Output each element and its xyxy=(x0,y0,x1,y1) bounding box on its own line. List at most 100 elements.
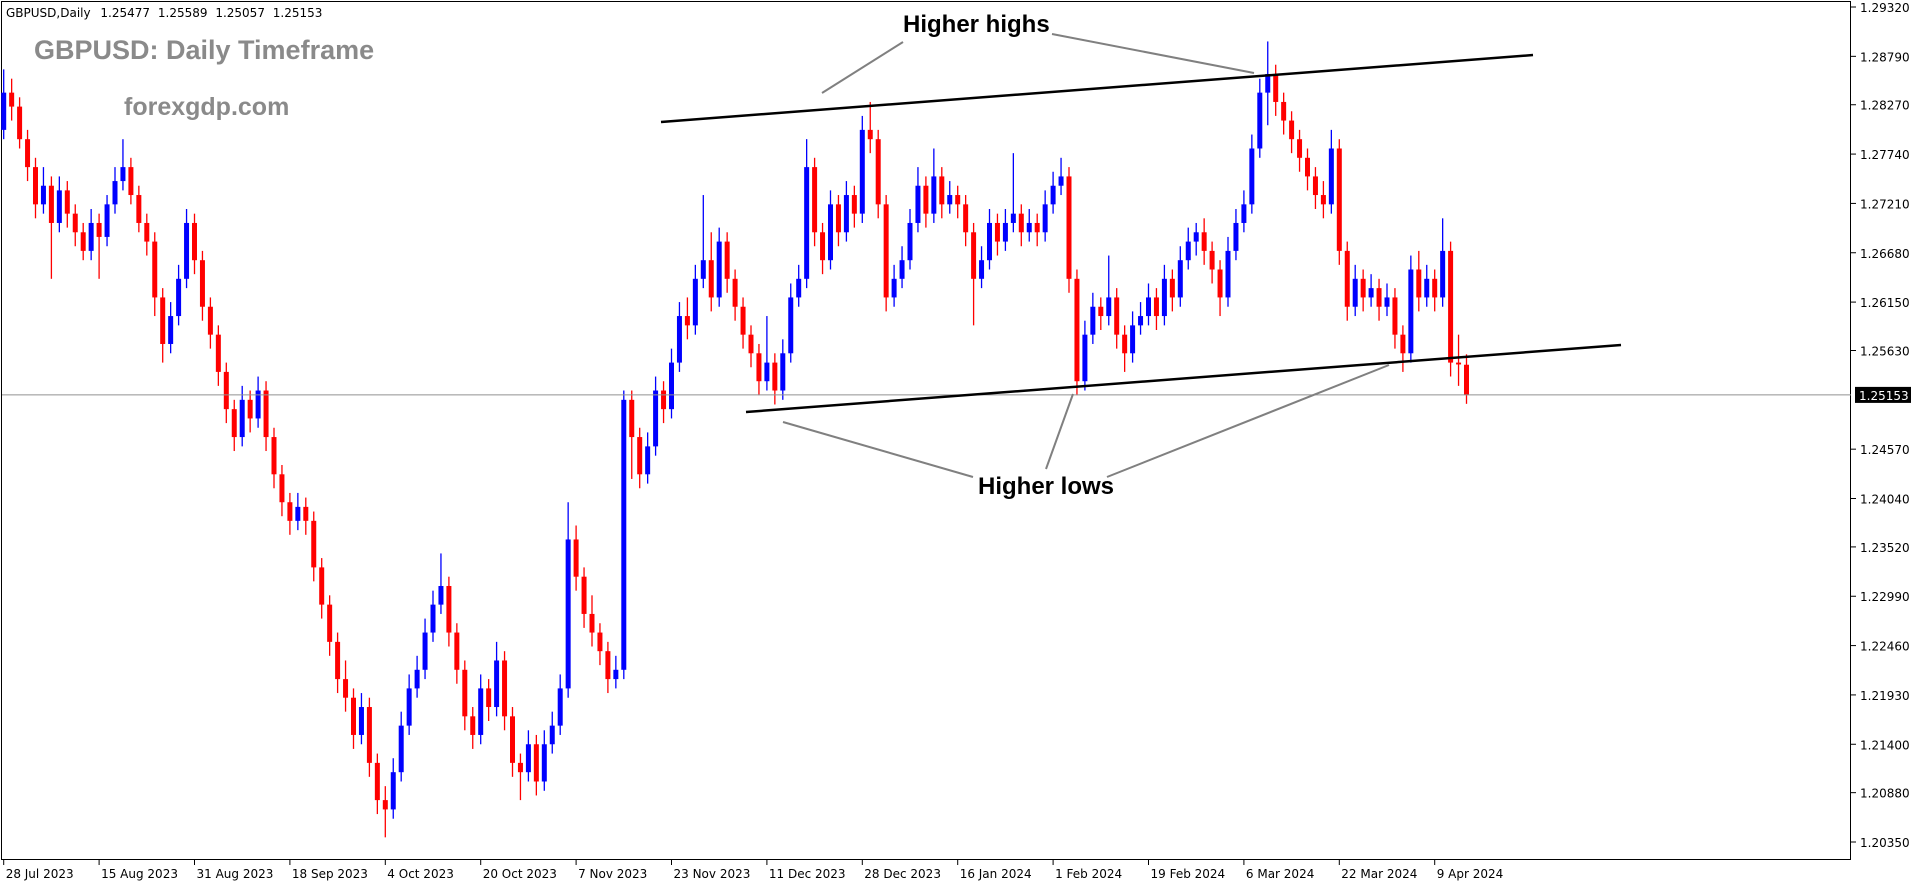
candle-body xyxy=(1066,176,1072,279)
candle-body xyxy=(351,697,356,735)
leader-line xyxy=(1051,33,1255,74)
candle-body xyxy=(851,195,857,214)
candle-body xyxy=(215,334,221,372)
candle-body xyxy=(669,362,674,410)
candle-body xyxy=(573,539,579,577)
candle-body xyxy=(56,190,62,223)
candle-body xyxy=(279,474,285,503)
candle-body xyxy=(136,195,142,223)
candle-body xyxy=(311,520,317,568)
candle-body xyxy=(708,260,714,298)
candle-body xyxy=(875,139,881,205)
candle-body xyxy=(1297,139,1303,158)
candle-body xyxy=(1034,222,1040,233)
y-tick-label: 1.24040 xyxy=(1860,493,1910,507)
leader-line xyxy=(1045,393,1074,470)
chart-title: GBPUSD: Daily Timeframe xyxy=(34,35,374,65)
candle-body xyxy=(1185,241,1191,261)
candle-body xyxy=(1376,288,1382,307)
candle-body xyxy=(1305,157,1310,177)
y-tick-label: 1.21930 xyxy=(1860,689,1910,703)
candle-body xyxy=(1106,297,1112,317)
header: GBPUSD,Daily 1.25477 1.25589 1.25057 1.2… xyxy=(6,6,322,20)
candle-body xyxy=(255,390,261,419)
candle-body xyxy=(104,204,110,237)
candle-body xyxy=(192,222,197,261)
candle-body xyxy=(883,204,889,298)
candle-body xyxy=(987,222,992,261)
candle-body xyxy=(637,437,643,475)
x-tick-label: 22 Mar 2024 xyxy=(1341,867,1417,881)
candle-body xyxy=(1122,334,1128,354)
candle-body xyxy=(1193,232,1199,242)
candle-body xyxy=(422,632,428,670)
candle-body xyxy=(605,651,611,680)
candle-body xyxy=(176,278,182,317)
candle-body xyxy=(1026,222,1032,233)
x-tick-label: 11 Dec 2023 xyxy=(769,867,846,881)
candle-body xyxy=(764,362,770,382)
candle-body xyxy=(915,185,921,223)
y-tick-label: 1.28790 xyxy=(1860,50,1910,64)
candle-body xyxy=(184,222,190,279)
candle-body xyxy=(1153,297,1159,317)
candle-body xyxy=(48,185,54,223)
leader-line xyxy=(821,41,904,94)
candle-body xyxy=(891,278,897,298)
candle-body xyxy=(406,688,412,726)
candle-body xyxy=(1360,278,1366,298)
symbol: GBPUSD,Daily xyxy=(6,6,91,20)
x-tick-label: 28 Jul 2023 xyxy=(6,867,74,881)
candle-body xyxy=(247,399,253,419)
candle-body xyxy=(462,669,468,717)
candle-body xyxy=(88,222,94,251)
candle-body xyxy=(430,604,436,633)
candle-body xyxy=(366,707,372,763)
candle-body xyxy=(1289,120,1295,140)
candle-body xyxy=(740,306,746,335)
candle-body xyxy=(1018,213,1024,233)
candle-body xyxy=(1241,204,1247,223)
candle-body xyxy=(947,195,953,205)
candle-body xyxy=(812,167,818,233)
candle-body xyxy=(796,278,802,298)
candle-body xyxy=(263,390,269,438)
candle-body xyxy=(40,185,46,205)
candle-body xyxy=(629,399,635,438)
candle-body xyxy=(486,688,492,708)
candle-body xyxy=(1114,297,1120,335)
candle-body xyxy=(390,772,396,810)
candle-body xyxy=(64,190,70,214)
candle-body xyxy=(231,409,237,438)
y-tick-label: 1.23520 xyxy=(1860,541,1910,555)
candle-body xyxy=(319,567,325,605)
candle-body xyxy=(955,195,961,205)
header-low: 1.25057 xyxy=(215,6,265,20)
candle-body xyxy=(1090,306,1096,335)
candle-body xyxy=(692,278,698,326)
candle-body xyxy=(557,688,563,726)
candle-body xyxy=(772,362,778,391)
watermark: forexgdp.com xyxy=(124,93,289,121)
candle-body xyxy=(33,167,38,205)
candle-body xyxy=(716,241,722,298)
candle-body xyxy=(1273,74,1279,102)
candle-body xyxy=(1257,92,1263,149)
candle-body xyxy=(1352,278,1358,307)
candle-body xyxy=(899,260,905,279)
candles xyxy=(1,41,1851,838)
candle-body xyxy=(1384,297,1390,307)
candle-body xyxy=(398,725,404,773)
leader-line xyxy=(1106,364,1390,478)
candle-body xyxy=(478,688,484,735)
candle-body xyxy=(661,390,667,410)
candle-body xyxy=(96,222,102,237)
candle-body xyxy=(112,181,118,205)
candle-body xyxy=(1058,176,1064,186)
candle-body xyxy=(1344,250,1350,307)
x-tick-label: 23 Nov 2023 xyxy=(674,867,751,881)
y-tick-label: 1.26680 xyxy=(1860,247,1910,261)
candle-body xyxy=(581,576,587,614)
price-label: 1.25153 xyxy=(1859,389,1909,403)
candle-body xyxy=(843,195,849,233)
